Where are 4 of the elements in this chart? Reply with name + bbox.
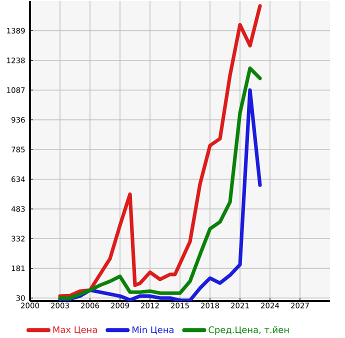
- legend-label: Min Цена: [132, 326, 174, 334]
- legend-label: Max Цена: [53, 326, 97, 334]
- legend-label: Сред.Цена, т.йен: [208, 326, 289, 335]
- line-series: [58, 4, 262, 298]
